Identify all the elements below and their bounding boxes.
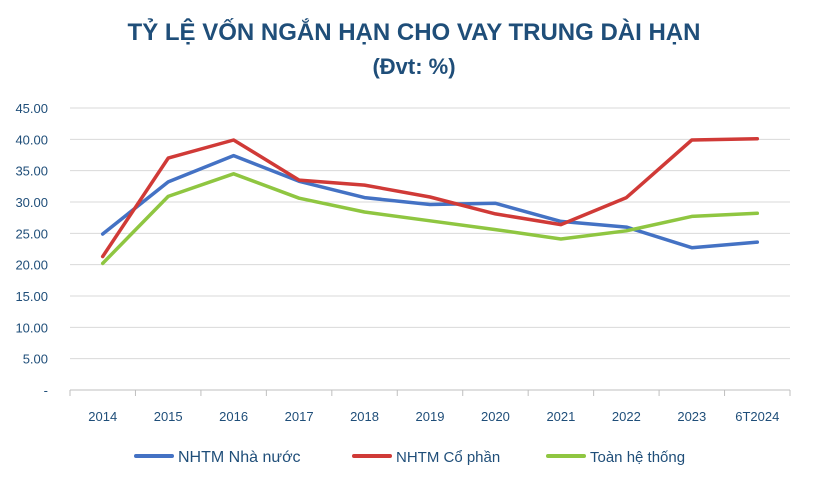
y-tick-label: 5.00 xyxy=(23,352,48,367)
legend-label-3: Toàn hệ thống xyxy=(590,449,685,466)
x-tick-label: 2023 xyxy=(677,409,706,424)
series-line-1 xyxy=(100,153,760,250)
y-tick-label: 40.00 xyxy=(15,132,48,147)
x-tick-label: 2022 xyxy=(612,409,641,424)
x-tick-label: 2016 xyxy=(219,409,248,424)
axes: - 5.00 10.00 15.00 20.00 25.00 30.00 35.00 40.00… xyxy=(15,101,791,424)
series-line-2 xyxy=(100,136,760,259)
legend-label-1: NHTM Nhà nước xyxy=(178,449,301,466)
y-tick-label: 30.00 xyxy=(15,195,48,210)
y-tick-label: 25.00 xyxy=(15,226,48,241)
series-line-3 xyxy=(100,172,760,266)
x-tick-label: 2020 xyxy=(481,409,510,424)
y-tick-label: 15.00 xyxy=(15,289,48,304)
x-tick-label: 2015 xyxy=(154,409,183,424)
y-tick-label: 35.00 xyxy=(15,164,48,179)
series-lines xyxy=(100,136,760,266)
x-tick-label: 2021 xyxy=(546,409,575,424)
y-tick-label: 45.00 xyxy=(15,101,48,116)
y-tick-label: - xyxy=(44,383,48,398)
x-tick-label: 2019 xyxy=(416,409,445,424)
legend: NHTM Nhà nước NHTM Cổ phần Toàn hệ thống xyxy=(134,449,685,466)
y-tick-label: 10.00 xyxy=(15,320,48,335)
x-tick-label: 2014 xyxy=(88,409,117,424)
chart-subtitle: (Đvt: %) xyxy=(372,54,455,79)
gridlines xyxy=(70,107,790,360)
legend-label-2: NHTM Cổ phần xyxy=(396,449,500,466)
chart-title: TỶ LỆ VỐN NGẮN HẠN CHO VAY TRUNG DÀI HẠN xyxy=(128,17,701,46)
x-tick-label: 2017 xyxy=(285,409,314,424)
y-tick-label: 20.00 xyxy=(15,258,48,273)
x-tick-label: 2018 xyxy=(350,409,379,424)
x-tick-label: 6T2024 xyxy=(735,409,779,424)
